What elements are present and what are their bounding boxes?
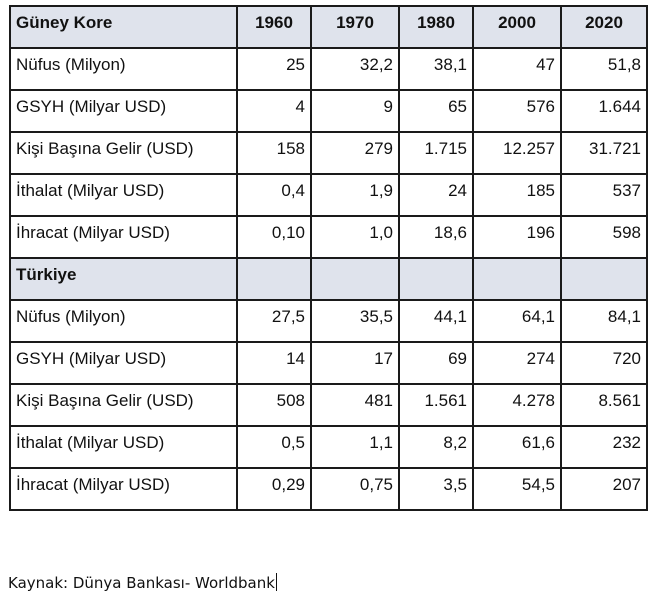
value-cell: 508: [236, 383, 312, 427]
value-cell: 18,6: [398, 215, 474, 259]
section-title: Güney Kore: [9, 5, 238, 49]
row-label: Nüfus (Milyon): [9, 299, 238, 343]
table-row: İhracat (Milyar USD) 0,10 1,0 18,6 196 598: [9, 215, 648, 259]
row-label: İhracat (Milyar USD): [9, 467, 238, 511]
year-header-cell: 1970: [310, 5, 400, 49]
value-cell: 537: [560, 173, 648, 217]
row-label: Nüfus (Milyon): [9, 47, 238, 91]
table-body: Güney Kore 1960 1970 1980 2000 2020 Nüfus (Mil…: [9, 5, 648, 511]
value-cell: 1.715: [398, 131, 474, 175]
row-label: GSYH (Milyar USD): [9, 89, 238, 133]
source-caption: Kaynak: Dünya Bankası- Worldbank: [8, 573, 277, 592]
value-cell: 1,1: [310, 425, 400, 469]
value-cell: 12.257: [472, 131, 562, 175]
year-header-cell: 1960: [236, 5, 312, 49]
value-cell: 0,4: [236, 173, 312, 217]
value-cell: 25: [236, 47, 312, 91]
value-cell: 4.278: [472, 383, 562, 427]
value-cell: 65: [398, 89, 474, 133]
value-cell: 8,2: [398, 425, 474, 469]
year-header-cell: [560, 257, 648, 301]
text-cursor: [275, 573, 277, 591]
value-cell: 3,5: [398, 467, 474, 511]
value-cell: 84,1: [560, 299, 648, 343]
value-cell: 4: [236, 89, 312, 133]
row-label: İthalat (Milyar USD): [9, 173, 238, 217]
value-cell: 61,6: [472, 425, 562, 469]
row-label: İhracat (Milyar USD): [9, 215, 238, 259]
value-cell: 14: [236, 341, 312, 385]
value-cell: 0,29: [236, 467, 312, 511]
row-label: İthalat (Milyar USD): [9, 425, 238, 469]
table-row: GSYH (Milyar USD) 14 17 69 274 720: [9, 341, 648, 385]
year-header-cell: 2000: [472, 5, 562, 49]
table-row: Kişi Başına Gelir (USD) 158 279 1.715 12.257…: [9, 131, 648, 175]
value-cell: 24: [398, 173, 474, 217]
value-cell: 720: [560, 341, 648, 385]
section-header-row: Türkiye: [9, 257, 648, 301]
value-cell: 0,5: [236, 425, 312, 469]
value-cell: 196: [472, 215, 562, 259]
value-cell: 481: [310, 383, 400, 427]
value-cell: 17: [310, 341, 400, 385]
value-cell: 0,75: [310, 467, 400, 511]
value-cell: 8.561: [560, 383, 648, 427]
value-cell: 9: [310, 89, 400, 133]
table-row: İhracat (Milyar USD) 0,29 0,75 3,5 54,5 207: [9, 467, 648, 511]
section-header-row: Güney Kore 1960 1970 1980 2000 2020: [9, 5, 648, 49]
value-cell: 51,8: [560, 47, 648, 91]
table-row: Kişi Başına Gelir (USD) 508 481 1.561 4.278 8…: [9, 383, 648, 427]
value-cell: 158: [236, 131, 312, 175]
year-header-cell: [398, 257, 474, 301]
value-cell: 0,10: [236, 215, 312, 259]
value-cell: 279: [310, 131, 400, 175]
value-cell: 1.644: [560, 89, 648, 133]
value-cell: 54,5: [472, 467, 562, 511]
value-cell: 35,5: [310, 299, 400, 343]
value-cell: 185: [472, 173, 562, 217]
row-label: Kişi Başına Gelir (USD): [9, 131, 238, 175]
value-cell: 576: [472, 89, 562, 133]
data-table: Güney Kore 1960 1970 1980 2000 2020 Nüfus (Mil…: [9, 5, 648, 511]
table-row: İthalat (Milyar USD) 0,4 1,9 24 185 537: [9, 173, 648, 217]
value-cell: 274: [472, 341, 562, 385]
table-row: Nüfus (Milyon) 27,5 35,5 44,1 64,1 84,1: [9, 299, 648, 343]
value-cell: 69: [398, 341, 474, 385]
value-cell: 598: [560, 215, 648, 259]
row-label: Kişi Başına Gelir (USD): [9, 383, 238, 427]
section-title: Türkiye: [9, 257, 238, 301]
year-header-cell: 2020: [560, 5, 648, 49]
value-cell: 64,1: [472, 299, 562, 343]
year-header-cell: 1980: [398, 5, 474, 49]
row-label: GSYH (Milyar USD): [9, 341, 238, 385]
table-row: GSYH (Milyar USD) 4 9 65 576 1.644: [9, 89, 648, 133]
value-cell: 31.721: [560, 131, 648, 175]
year-header-cell: [310, 257, 400, 301]
table-row: İthalat (Milyar USD) 0,5 1,1 8,2 61,6 232: [9, 425, 648, 469]
value-cell: 1.561: [398, 383, 474, 427]
table-row: Nüfus (Milyon) 25 32,2 38,1 47 51,8: [9, 47, 648, 91]
source-text: Kaynak: Dünya Bankası- Worldbank: [8, 574, 275, 592]
year-header-cell: [472, 257, 562, 301]
year-header-cell: [236, 257, 312, 301]
value-cell: 232: [560, 425, 648, 469]
value-cell: 27,5: [236, 299, 312, 343]
value-cell: 1,0: [310, 215, 400, 259]
value-cell: 32,2: [310, 47, 400, 91]
value-cell: 47: [472, 47, 562, 91]
value-cell: 1,9: [310, 173, 400, 217]
value-cell: 38,1: [398, 47, 474, 91]
value-cell: 207: [560, 467, 648, 511]
value-cell: 44,1: [398, 299, 474, 343]
